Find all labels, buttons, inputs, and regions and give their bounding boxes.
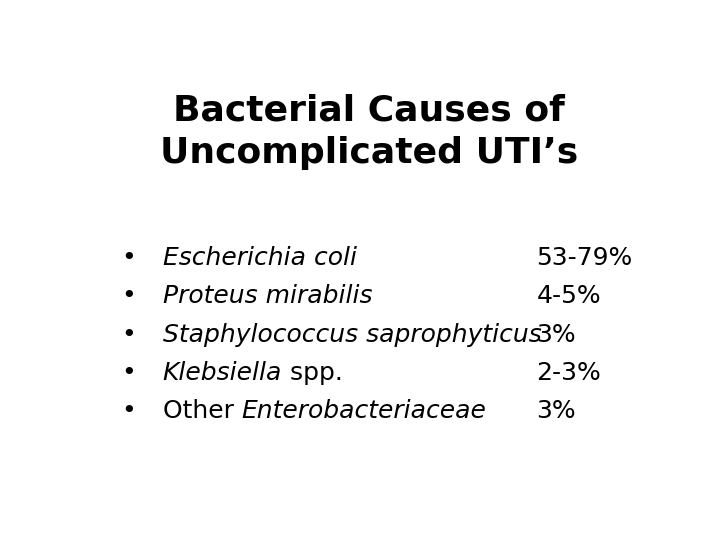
Text: 2-3%: 2-3%: [536, 361, 601, 385]
Text: 3%: 3%: [536, 323, 576, 347]
Text: •: •: [122, 323, 136, 347]
Text: spp.: spp.: [282, 361, 343, 385]
Text: Other: Other: [163, 399, 241, 423]
Text: Proteus mirabilis: Proteus mirabilis: [163, 285, 372, 308]
Text: •: •: [122, 361, 136, 385]
Text: 53-79%: 53-79%: [536, 246, 633, 270]
Text: •: •: [122, 285, 136, 308]
Text: •: •: [122, 246, 136, 270]
Text: •: •: [122, 399, 136, 423]
Text: 4-5%: 4-5%: [536, 285, 601, 308]
Text: 3%: 3%: [536, 399, 576, 423]
Text: Staphylococcus saprophyticus: Staphylococcus saprophyticus: [163, 323, 541, 347]
Text: Escherichia coli: Escherichia coli: [163, 246, 356, 270]
Text: Enterobacteriaceae: Enterobacteriaceae: [241, 399, 487, 423]
Text: Klebsiella: Klebsiella: [163, 361, 282, 385]
Text: Bacterial Causes of
Uncomplicated UTI’s: Bacterial Causes of Uncomplicated UTI’s: [160, 94, 578, 170]
